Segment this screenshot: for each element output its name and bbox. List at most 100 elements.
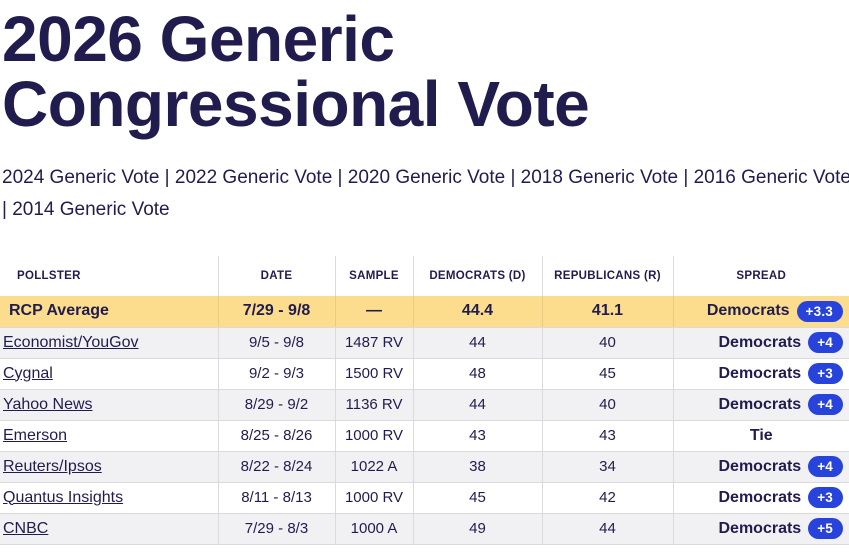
nav-separator: |: [159, 167, 175, 188]
spread-label: Democrats: [718, 488, 802, 506]
spread-badge: +4: [808, 393, 843, 416]
democrats-value-cell: 44: [413, 327, 543, 359]
date-cell: 7/29 - 8/3: [218, 513, 336, 545]
nav-line-2: | 2014 Generic Vote: [2, 194, 849, 226]
sample-cell: 1500 RV: [335, 358, 414, 390]
spread-content: Democrats +3.3: [674, 300, 849, 322]
republicans-value-cell: 40: [542, 389, 674, 421]
poll-row: Economist/YouGov 9/5 - 9/8 1487 RV 44 40 Demo…: [0, 327, 849, 359]
pollster-cell: Economist/YouGov: [0, 327, 219, 359]
spread-content: Democrats +3: [674, 362, 849, 385]
page-title: 2026 Generic Congressional Vote: [2, 3, 590, 140]
republicans-value-cell: 40: [542, 327, 674, 359]
democrats-value-cell: 45: [413, 482, 543, 514]
poll-row: Quantus Insights 8/11 - 8/13 1000 RV 45 42 De…: [0, 482, 849, 514]
republicans-value-cell: 45: [542, 358, 674, 390]
spread-content: Tie: [674, 427, 849, 445]
col-header-spread: SPREAD: [673, 256, 849, 296]
pollster-link[interactable]: Reuters/Ipsos: [3, 457, 102, 475]
table-header-row: POLLSTER DATE SAMPLE DEMOCRATS (D) REPUBLICA…: [0, 256, 849, 296]
spread-label: Democrats: [718, 364, 802, 382]
nav-line-1: 2024 Generic Vote | 2022 Generic Vote | …: [2, 162, 849, 194]
spread-badge: +4: [808, 331, 843, 354]
date-cell: 8/29 - 9/2: [218, 389, 336, 421]
spread-label: Tie: [749, 426, 773, 444]
spread-content: Democrats +5: [674, 517, 849, 540]
nav-link-2018-generic-vote[interactable]: 2018 Generic Vote: [520, 167, 679, 188]
spread-cell: Democrats +5: [673, 513, 849, 545]
pollster-link[interactable]: Quantus Insights: [3, 488, 124, 506]
spread-content: Democrats +4: [674, 455, 849, 478]
republicans-value-cell: 34: [542, 451, 674, 483]
col-header-pollster: POLLSTER: [0, 256, 219, 296]
democrats-value-cell: 38: [413, 451, 543, 483]
sample-cell: 1000 RV: [335, 420, 414, 452]
sample-cell: 1487 RV: [335, 327, 414, 359]
col-header-date: DATE: [218, 256, 336, 296]
spread-badge: +3: [808, 486, 843, 509]
date-cell: 8/22 - 8/24: [218, 451, 336, 483]
spread-badge: +5: [808, 517, 843, 540]
col-header-rep: REPUBLICANS (R): [542, 256, 674, 296]
democrats-value-cell: 44.4: [413, 296, 543, 328]
republicans-value-cell: 41.1: [542, 296, 674, 328]
pollster-link[interactable]: Economist/YouGov: [3, 333, 139, 351]
date-cell: 9/5 - 9/8: [218, 327, 336, 359]
pollster-link[interactable]: Cygnal: [3, 364, 53, 382]
sample-cell: —: [335, 296, 414, 328]
date-cell: 9/2 - 9/3: [218, 358, 336, 390]
rcp-average-row: RCP Average 7/29 - 9/8—44.4 41.1 Democrats +…: [0, 296, 849, 328]
spread-badge: +4: [808, 455, 843, 478]
poll-row: CNBC 7/29 - 8/3 1000 A 49 44 Democrats +5: [0, 513, 849, 545]
spread-cell: Democrats +4: [673, 327, 849, 359]
republicans-value-cell: 43: [542, 420, 674, 452]
nav-link-2016-generic-vote[interactable]: 2016 Generic Vote: [693, 167, 849, 188]
date-cell: 8/11 - 8/13: [218, 482, 336, 514]
nav-separator: |: [505, 167, 521, 188]
spread-cell: Democrats +3: [673, 482, 849, 514]
nav-link-2014-generic-vote[interactable]: 2014 Generic Vote: [12, 199, 170, 220]
pollster-cell: Reuters/Ipsos: [0, 451, 219, 483]
spread-badge: +3.3: [796, 300, 843, 322]
pollster-link[interactable]: Yahoo News: [3, 395, 93, 413]
pollster-cell: Emerson: [0, 420, 219, 452]
date-cell: 7/29 - 9/8: [218, 296, 336, 328]
pollster-cell: RCP Average: [0, 296, 219, 328]
nav-separator: |: [678, 167, 694, 188]
sample-cell: 1000 A: [335, 513, 414, 545]
pollster-cell: Cygnal: [0, 358, 219, 390]
poll-row: Reuters/Ipsos 8/22 - 8/24 1022 A 38 34 Democr…: [0, 451, 849, 483]
spread-cell: Democrats +4: [673, 389, 849, 421]
nav-link-2022-generic-vote[interactable]: 2022 Generic Vote: [174, 167, 333, 188]
spread-content: Democrats +3: [674, 486, 849, 509]
col-header-dem: DEMOCRATS (D): [413, 256, 543, 296]
spread-content: Democrats +4: [674, 393, 849, 416]
spread-cell: Tie: [673, 420, 849, 452]
sample-cell: 1022 A: [335, 451, 414, 483]
democrats-value-cell: 48: [413, 358, 543, 390]
spread-cell: Democrats +4: [673, 451, 849, 483]
spread-cell: Democrats +3.3: [673, 296, 849, 328]
pollster-cell: CNBC: [0, 513, 219, 545]
polls-table: POLLSTER DATE SAMPLE DEMOCRATS (D) REPUBLICA…: [0, 256, 849, 545]
poll-row: Yahoo News 8/29 - 9/2 1136 RV 44 40 Democrats…: [0, 389, 849, 421]
year-links-nav: 2024 Generic Vote | 2022 Generic Vote | …: [0, 162, 849, 226]
spread-label: Democrats: [718, 395, 802, 413]
sample-cell: 1000 RV: [335, 482, 414, 514]
spread-label: Democrats: [718, 333, 802, 351]
republicans-value-cell: 44: [542, 513, 674, 545]
nav-separator: |: [2, 199, 13, 220]
pollster-link[interactable]: CNBC: [3, 519, 49, 537]
spread-label: Democrats: [718, 457, 802, 475]
spread-label: Democrats: [718, 519, 802, 537]
democrats-value-cell: 44: [413, 389, 543, 421]
nav-link-2020-generic-vote[interactable]: 2020 Generic Vote: [347, 167, 506, 188]
pollster-link[interactable]: Emerson: [3, 426, 68, 444]
date-cell: 8/25 - 8/26: [218, 420, 336, 452]
spread-content: Democrats +4: [674, 331, 849, 354]
spread-cell: Democrats +3: [673, 358, 849, 390]
polls-table-body: RCP Average 7/29 - 9/8—44.4 41.1 Democrats +…: [0, 296, 849, 545]
spread-label: Democrats: [706, 302, 790, 320]
nav-link-2024-generic-vote[interactable]: 2024 Generic Vote: [2, 167, 160, 188]
